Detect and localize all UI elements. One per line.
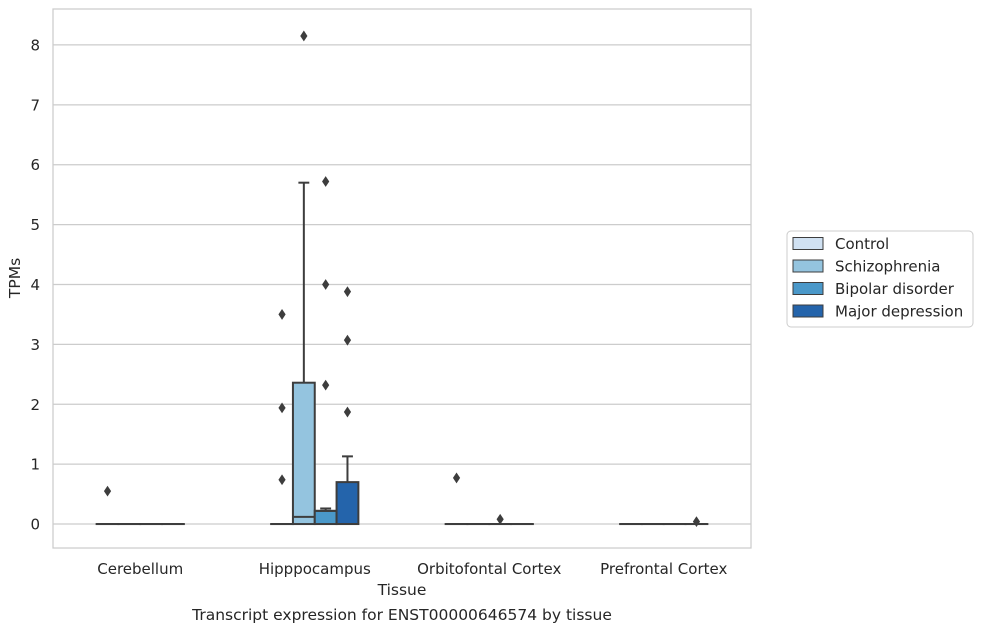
y-tick-label: 7	[30, 96, 40, 114]
outlier-point	[452, 472, 461, 484]
legend-label: Control	[835, 235, 889, 253]
box-1-2	[313, 507, 338, 526]
legend-label: Major depression	[835, 303, 963, 321]
outlier-points	[103, 30, 701, 528]
y-tick-label: 1	[30, 456, 40, 474]
box	[291, 381, 316, 526]
outlier-point	[496, 513, 504, 525]
outlier-point	[103, 485, 112, 497]
outlier-point	[343, 286, 352, 298]
legend-swatch	[792, 259, 824, 273]
outlier-point	[278, 402, 286, 414]
y-tick-label: 5	[30, 216, 40, 234]
x-axis-label: Tissue	[377, 581, 427, 599]
outlier-point	[343, 334, 352, 346]
box	[335, 481, 360, 526]
y-tick-label: 0	[30, 516, 40, 534]
box-1-3	[335, 455, 360, 526]
x-tick-label: Orbitofontal Cortex	[417, 560, 561, 578]
outlier-point	[278, 474, 286, 486]
y-tick-label: 2	[30, 396, 40, 414]
x-tick-label: Prefrontal Cortex	[600, 560, 727, 578]
legend-label: Schizophrenia	[835, 258, 940, 276]
outlier-point	[300, 30, 308, 42]
legend-label: Bipolar disorder	[835, 280, 955, 298]
outlier-point	[322, 279, 330, 290]
outlier-point	[278, 309, 286, 320]
y-tick-label: 8	[30, 36, 40, 54]
outlier-point	[322, 176, 330, 187]
y-axis-ticks: 0 1 2 3 4 5 6 7 8	[30, 36, 40, 533]
legend: Control Schizophrenia Bipolar disorder Majo…	[786, 230, 974, 328]
y-tick-label: 4	[30, 276, 40, 294]
grid-lines	[53, 44, 751, 525]
chart-caption: Transcript expression for ENST0000064657…	[192, 606, 612, 624]
y-tick-label: 3	[30, 336, 40, 354]
x-tick-label: Hipppocampus	[259, 560, 371, 578]
x-axis-ticks: Cerebellum Hipppocampus Orbitofontal Corte…	[97, 560, 727, 578]
outlier-point	[343, 406, 352, 418]
x-tick-label: Cerebellum	[97, 560, 183, 578]
legend-swatch	[792, 304, 824, 318]
box	[313, 509, 338, 526]
box-plot-boxes	[95, 181, 709, 526]
box-1-1	[291, 181, 316, 526]
legend-frame	[786, 230, 974, 328]
y-axis-label: TPMs	[6, 258, 24, 299]
legend-swatch	[792, 282, 824, 295]
y-tick-label: 6	[30, 156, 40, 174]
plot-frame	[52, 8, 752, 549]
outlier-point	[692, 516, 701, 528]
outlier-point	[322, 379, 330, 391]
legend-swatch	[792, 237, 824, 250]
